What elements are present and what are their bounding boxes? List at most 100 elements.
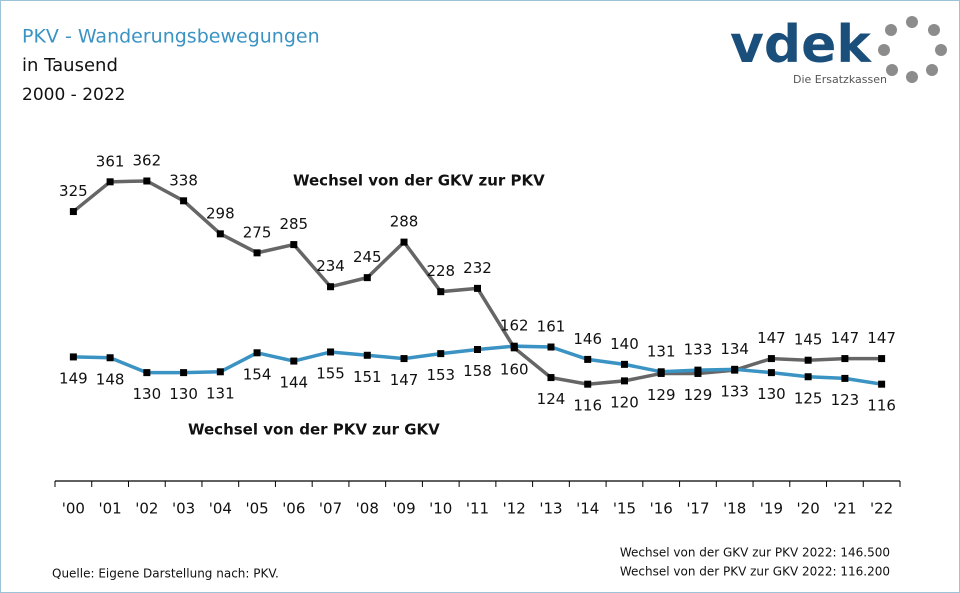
note: Wechsel von der PKV zur GKV 2022: 116.20… <box>620 565 890 579</box>
marker <box>253 349 261 357</box>
value-label: 116 <box>867 397 896 415</box>
marker <box>400 238 408 246</box>
value-label: 130 <box>133 385 162 403</box>
value-label: 129 <box>684 386 713 404</box>
logo-tagline: Die Ersatzkassen <box>793 73 887 86</box>
logo-ring <box>878 16 947 83</box>
marker <box>878 355 886 363</box>
marker <box>327 283 335 291</box>
chart-title: PKV - Wanderungsbewegungen <box>22 26 320 48</box>
value-label: 145 <box>794 331 823 349</box>
x-tick-label: '22 <box>870 500 893 518</box>
x-tick-label: '21 <box>833 500 856 518</box>
value-label: 362 <box>133 151 162 169</box>
marker <box>584 355 592 363</box>
value-label: 130 <box>757 385 786 403</box>
value-label: 124 <box>537 390 566 408</box>
x-tick-label: '00 <box>62 500 85 518</box>
value-label: 130 <box>169 385 198 403</box>
value-label: 147 <box>867 329 896 347</box>
marker <box>216 230 224 238</box>
marker <box>474 284 481 292</box>
marker <box>290 241 298 249</box>
value-label: 133 <box>720 383 749 401</box>
marker <box>327 348 335 356</box>
source: Quelle: Eigene Darstellung nach: PKV. <box>52 567 279 581</box>
value-label: 234 <box>316 257 345 275</box>
value-label: 338 <box>169 171 198 189</box>
note: Wechsel von der GKV zur PKV 2022: 146.50… <box>620 546 890 560</box>
value-label: 232 <box>463 259 492 277</box>
marker <box>143 369 151 377</box>
x-tick-label: '14 <box>576 500 599 518</box>
marker <box>620 377 628 385</box>
marker <box>731 365 739 373</box>
value-label: 325 <box>59 182 88 200</box>
subtitle: 2000 - 2022 <box>22 85 125 105</box>
value-label: 160 <box>500 360 529 378</box>
marker <box>657 368 665 376</box>
marker <box>437 350 445 358</box>
value-label: 129 <box>647 386 676 404</box>
x-tick-label: '09 <box>392 500 415 518</box>
marker <box>767 355 775 363</box>
x-tick-label: '11 <box>466 500 489 518</box>
value-label: 147 <box>757 329 786 347</box>
x-tick-label: '10 <box>429 500 452 518</box>
marker <box>804 356 812 364</box>
marker <box>694 366 702 374</box>
value-label: 288 <box>390 213 419 231</box>
value-label: 146 <box>573 330 602 348</box>
marker <box>767 369 775 377</box>
marker <box>547 374 555 382</box>
value-label: 162 <box>500 317 529 335</box>
value-label: 140 <box>610 335 639 353</box>
marker <box>180 369 188 377</box>
value-label: 116 <box>573 397 602 415</box>
marker <box>363 274 371 282</box>
marker <box>180 197 188 205</box>
value-label: 275 <box>243 223 272 241</box>
marker <box>400 355 408 363</box>
x-tick-label: '13 <box>539 500 562 518</box>
marker <box>69 208 77 216</box>
marker <box>143 177 151 185</box>
marker <box>106 178 114 186</box>
value-label: 131 <box>206 384 235 402</box>
value-label: 285 <box>279 215 308 233</box>
value-label: 147 <box>390 371 419 389</box>
marker <box>69 353 77 361</box>
marker <box>584 380 592 388</box>
marker <box>290 357 298 365</box>
marker <box>841 374 849 382</box>
series-label: Wechsel von der GKV zur PKV <box>293 172 545 190</box>
value-label: 151 <box>353 368 382 386</box>
x-tick-label: '20 <box>797 500 820 518</box>
marker <box>106 354 114 362</box>
x-tick-label: '03 <box>172 500 195 518</box>
x-tick-label: '07 <box>319 500 342 518</box>
value-label: 147 <box>831 329 860 347</box>
logo-text: vdek <box>730 15 872 75</box>
x-tick-label: '06 <box>282 500 305 518</box>
value-label: 361 <box>96 152 125 170</box>
marker <box>437 288 445 296</box>
x-tick-label: '08 <box>356 500 379 518</box>
marker <box>878 380 886 388</box>
value-label: 228 <box>426 262 455 280</box>
value-label: 298 <box>206 204 235 222</box>
x-tick-label: '19 <box>760 500 783 518</box>
value-label: 153 <box>426 366 455 384</box>
marker <box>841 355 849 363</box>
value-label: 131 <box>647 342 676 360</box>
value-label: 125 <box>794 389 823 407</box>
x-tick-label: '15 <box>613 500 636 518</box>
value-label: 155 <box>316 364 345 382</box>
value-label: 148 <box>96 370 125 388</box>
value-label: 123 <box>831 391 860 409</box>
marker <box>253 249 261 257</box>
value-label: 161 <box>537 318 566 336</box>
x-tick-label: '02 <box>135 500 158 518</box>
